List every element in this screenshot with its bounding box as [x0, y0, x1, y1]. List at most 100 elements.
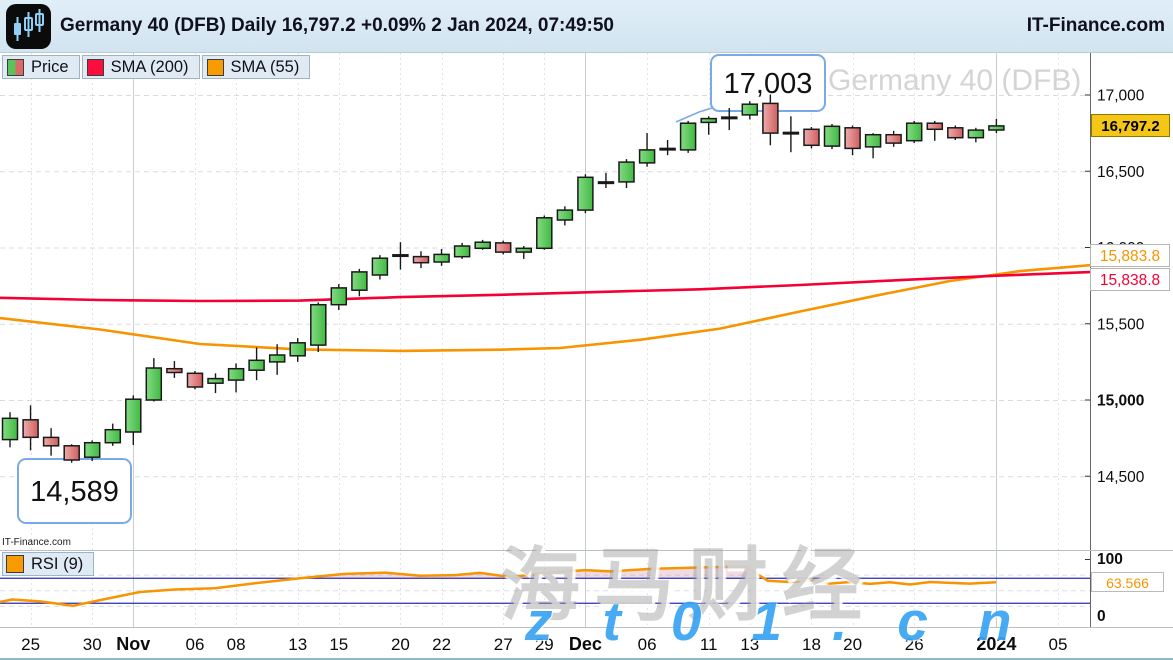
candle-body [310, 303, 327, 346]
candle-body [392, 254, 409, 258]
rsi-value-axis-label: 63.566 [1091, 572, 1164, 592]
legend-item-sma55[interactable]: SMA (55) [201, 55, 311, 79]
candlestick-logo-icon [6, 4, 51, 49]
candle-body [577, 176, 594, 211]
candle-body [289, 342, 306, 357]
legend-item-sma200[interactable]: SMA (200) [81, 55, 200, 79]
candles-layer [1, 94, 1005, 463]
y-tick-label: 17,000 [1097, 88, 1145, 105]
candle-body [186, 372, 204, 388]
x-tick-label: 25 [21, 635, 40, 654]
header-bar: Germany 40 (DFB) Daily 16,797.2 +0.09% 2… [0, 0, 1173, 53]
y-tick-label: 16,500 [1097, 164, 1145, 181]
x-tick-label: 13 [288, 635, 307, 654]
candle-body [515, 247, 533, 253]
candle-body [248, 359, 265, 371]
candle-body [371, 257, 389, 276]
annotation-high[interactable]: 17,003 [710, 54, 826, 112]
brand-label: IT-Finance.com [1026, 15, 1165, 36]
candle-body [638, 149, 656, 164]
sma200-chip-icon [86, 58, 104, 76]
candle-body [988, 125, 1005, 131]
candle-body [597, 181, 615, 185]
candle-body [474, 241, 491, 250]
candle-body [885, 133, 902, 144]
x-tick-label: 15 [329, 635, 348, 654]
itfinance-small-watermark: IT-Finance.com [2, 537, 71, 548]
candle-body [330, 287, 348, 306]
x-tick-label: 26 [905, 635, 924, 654]
candle-body [412, 255, 430, 264]
candle-body [145, 367, 163, 401]
rsi-scale-top-label: 100 [1097, 551, 1123, 568]
indicator-legend: Price SMA (200) SMA (55) [2, 55, 311, 79]
candle-body [659, 147, 676, 151]
candle-body [104, 428, 122, 444]
rsi-scale-bottom-label: 0 [1097, 608, 1106, 625]
legend-sma200-label: SMA (200) [110, 57, 189, 76]
candle-body [844, 127, 861, 150]
legend-sma55-label: SMA (55) [230, 57, 300, 76]
x-tick-label: 11 [700, 635, 718, 654]
x-tick-label: 06 [186, 635, 205, 654]
x-tick-label: 06 [638, 635, 657, 654]
legend-item-price[interactable]: Price [2, 55, 80, 79]
legend-item-rsi[interactable]: RSI (9) [2, 552, 95, 576]
candle-body [536, 217, 553, 250]
rsi-chip-icon [6, 555, 24, 573]
symbol-watermark: Germany 40 (DFB) [828, 64, 1081, 97]
legend-rsi-label: RSI (9) [31, 554, 84, 573]
y-tick-label: 14,500 [1097, 469, 1145, 486]
legend-price-label: Price [31, 57, 69, 76]
svg-text:17,003: 17,003 [724, 68, 813, 100]
x-tick-label: 05 [1049, 635, 1068, 654]
x-tick-label: 20 [391, 635, 410, 654]
x-tick-label: 20 [843, 635, 862, 654]
candle-body [166, 367, 183, 374]
candle-body [556, 209, 574, 221]
x-tick-label: 18 [802, 635, 821, 654]
candle-body [22, 419, 39, 439]
sma55-axis-label: 15,883.8 [1090, 244, 1170, 267]
candle-body [823, 125, 841, 147]
axes: 17,00016,50016,00015,50015,00014,5002530… [0, 53, 1173, 654]
price-chip-icon [7, 58, 24, 76]
candle-body [803, 128, 820, 147]
candle-body [905, 122, 923, 142]
candle-body [947, 127, 964, 139]
x-tick-label: Dec [569, 634, 602, 654]
candle-body [721, 116, 738, 120]
y-tick-label: 15,500 [1097, 316, 1145, 333]
bottom-edge-divider [0, 658, 1173, 660]
candle-body [926, 122, 944, 131]
candle-body [268, 354, 286, 363]
annotation-low[interactable]: 14,589 [17, 458, 132, 524]
x-tick-label: 27 [494, 635, 513, 654]
candle-body [433, 253, 450, 263]
candle-body [42, 436, 60, 447]
candle-body [967, 129, 985, 139]
logo-glyph [14, 9, 44, 41]
candle-body [227, 367, 245, 381]
candle-body [63, 445, 80, 461]
x-tick-label: 30 [83, 635, 102, 654]
candle-body [351, 271, 368, 291]
x-tick-label: 13 [740, 635, 759, 654]
candle-body [207, 377, 224, 384]
x-tick-label: Nov [116, 634, 150, 654]
sma55-chip-icon [206, 58, 224, 76]
rsi-plot [0, 565, 1090, 608]
candle-body [618, 161, 635, 183]
candle-body [679, 122, 697, 151]
candle-body [453, 245, 471, 258]
candle-body [1, 417, 19, 441]
y-tick-label: 15,000 [1097, 393, 1144, 410]
candle-body [83, 441, 101, 458]
svg-text:14,589: 14,589 [30, 476, 119, 508]
candle-body [494, 242, 512, 253]
candle-body [782, 131, 800, 135]
candle-body [125, 398, 142, 433]
last-price-axis-label: 16,797.2 [1091, 114, 1170, 137]
